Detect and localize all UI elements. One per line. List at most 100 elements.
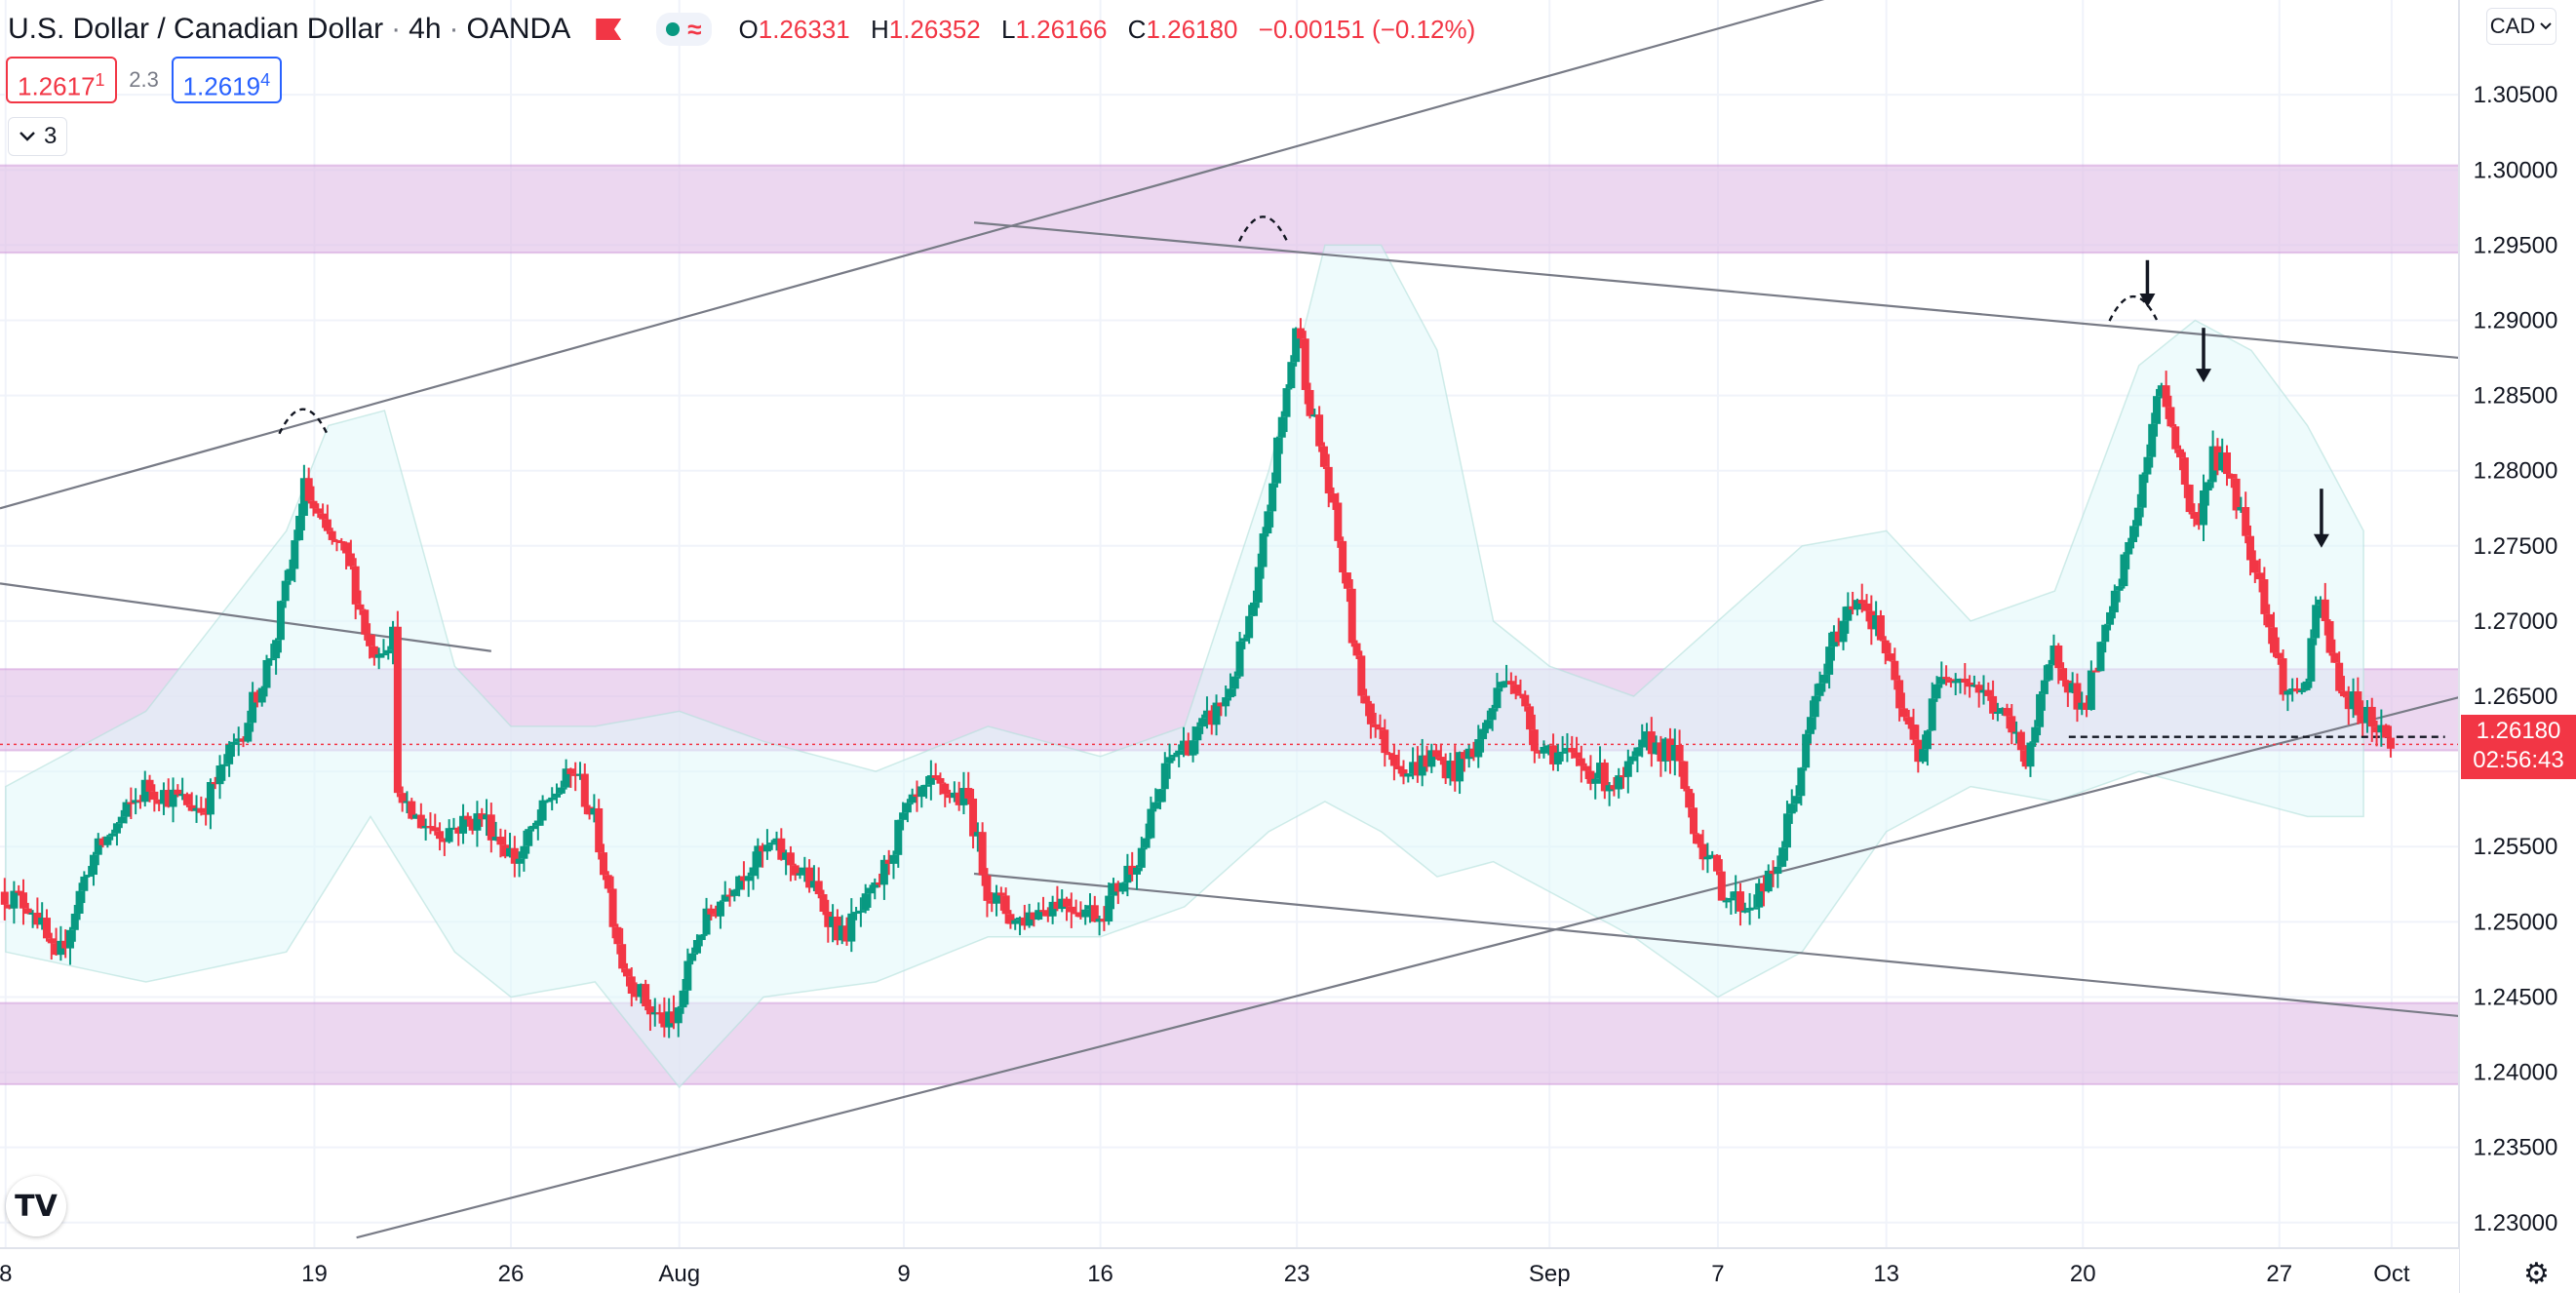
trendline (0, 582, 491, 652)
candle-body (946, 794, 955, 799)
candle-body (1474, 739, 1483, 758)
candle-body (75, 890, 84, 914)
gear-icon[interactable]: ⚙ (2523, 1258, 2550, 1290)
candle-body (1993, 711, 2002, 714)
candle-body (2255, 572, 2264, 580)
candle-body (913, 794, 921, 798)
candle-body (767, 842, 776, 845)
candle-body (1703, 856, 1712, 860)
down-arrow-head (2313, 533, 2329, 548)
candle-body (1806, 717, 1815, 734)
time-axis-labels[interactable]: 8 19 26 Aug 9 16 23 Sep 7 13 20 27 Oct (0, 1261, 2410, 1287)
market-status[interactable]: ≈ (656, 13, 712, 46)
flag-icon[interactable] (596, 19, 622, 40)
candle-body (187, 804, 196, 811)
candle-body (2003, 708, 2011, 717)
candle-body (1207, 710, 1216, 725)
candle-body (1151, 802, 1160, 809)
candle-body (38, 918, 47, 925)
candle-body (1685, 789, 1694, 808)
candle-body (1643, 731, 1652, 740)
candle-body (1086, 905, 1095, 910)
candle-body (1362, 695, 1371, 704)
tradingview-logo[interactable]: TV (6, 1176, 66, 1236)
candle-body (1160, 763, 1169, 790)
candle-body (889, 854, 898, 864)
candle-body (299, 478, 308, 516)
high-key: H (870, 14, 889, 44)
candle-body (2110, 590, 2119, 612)
candles (0, 318, 2395, 1038)
candle-body (506, 847, 515, 857)
candle-body (2367, 706, 2376, 727)
candle-body (1175, 750, 1184, 756)
candle-body (2040, 680, 2049, 694)
candle-body (5, 904, 14, 909)
candle-body (47, 938, 56, 944)
candle-body (215, 765, 224, 785)
candle-body (1446, 761, 1455, 779)
candle-body (2204, 482, 2212, 490)
source-label[interactable]: OANDA (466, 13, 571, 45)
candle-body (491, 837, 500, 841)
candle-body (2274, 652, 2283, 659)
candle-body (1647, 731, 1656, 755)
candle-body (1544, 745, 1553, 748)
candle-body (566, 768, 575, 774)
candle-body (169, 789, 177, 807)
candle-body (1058, 898, 1067, 910)
candle-body (922, 784, 931, 787)
candle-body (1670, 745, 1679, 762)
interval-label[interactable]: 4h (409, 13, 442, 45)
candle-body (829, 917, 838, 927)
top-arc (278, 408, 329, 435)
candle-body (356, 604, 365, 610)
candle-body (665, 1011, 674, 1028)
buy-button[interactable]: 1.26194 (171, 57, 283, 103)
indicators-toggle-button[interactable]: 3 (8, 117, 68, 156)
candle-body (1984, 689, 1993, 696)
candle-body (253, 691, 261, 703)
candle-body (861, 893, 870, 911)
candle-body (1661, 738, 1670, 762)
sell-button[interactable]: 1.26171 (6, 57, 117, 103)
candle-body (328, 530, 336, 540)
candle-body (2269, 627, 2278, 653)
candle-body (2138, 474, 2147, 508)
candle-body (2031, 726, 2040, 743)
candle-body (1891, 660, 1899, 681)
candle-body (436, 831, 445, 840)
candle-body (2185, 484, 2194, 513)
candle-body (791, 865, 800, 876)
candle-body (1222, 697, 1230, 707)
candle-body (1039, 910, 1048, 913)
time-tick-label: 26 (498, 1261, 525, 1287)
candle-body (483, 814, 491, 820)
candle-body (879, 859, 888, 885)
candle-body (2265, 613, 2274, 628)
symbol-title[interactable]: U.S. Dollar / Canadian Dollar (8, 13, 384, 45)
candle-body (1666, 738, 1675, 762)
candle-body (1339, 540, 1347, 573)
candle-body (267, 658, 276, 661)
candle-body (57, 940, 65, 956)
time-tick-label: 16 (1087, 1261, 1113, 1287)
candle-body (155, 800, 164, 804)
candle-body (426, 826, 435, 829)
candle-body (838, 925, 846, 941)
candle-body (2316, 599, 2324, 606)
candle-body (777, 838, 786, 860)
currency-selector[interactable]: CAD (2486, 8, 2556, 45)
candle-body (2372, 726, 2381, 733)
candle-body (2349, 691, 2358, 710)
candle-body (1535, 751, 1543, 754)
time-tick-label: 13 (1873, 1261, 1899, 1287)
candle-body (856, 910, 865, 913)
candle-body (674, 1007, 683, 1024)
candle-body (291, 540, 299, 569)
symbol-legend[interactable]: U.S. Dollar / Canadian Dollar · 4h · OAN… (8, 10, 1489, 49)
candle-body (622, 968, 631, 977)
candle-body (1914, 739, 1923, 763)
